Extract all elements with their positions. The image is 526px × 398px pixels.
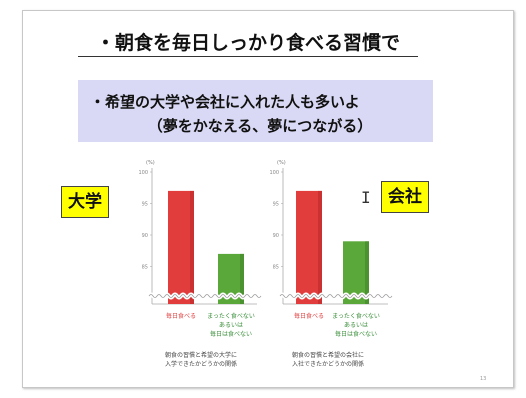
y-tick-label: 90 [142,233,148,239]
title-underline [78,56,418,57]
slide-title: ・朝食を毎日しっかり食べる習慣で [95,32,400,54]
company-tag: 会社 [381,181,429,213]
category-label: 毎日食べる [166,312,196,320]
unit-label: (%) [146,160,155,166]
bar-shade [318,190,322,304]
university-tag: 大学 [61,186,109,218]
category-label: まったく食べない [332,312,380,320]
chart-caption: 朝食の習慣と希望の大学に [165,351,237,359]
category-label: まったく食べない [207,312,255,320]
chart-caption: 入社できたかどうかの関係 [292,360,364,368]
banner-line-1: ・希望の大学や会社に入れた人も多いよ [90,93,360,111]
bar-shade [365,241,369,304]
chart-caption: 入学できたかどうかの関係 [165,360,237,368]
text-cursor-icon: I [361,188,371,207]
y-tick-label: 85 [273,265,279,271]
banner-line-2: （夢をかなえる、夢につながる） [147,117,373,135]
category-label: あるいは [219,322,243,329]
page-number: 13 [480,376,487,382]
y-tick-label: 100 [269,170,279,176]
bar [296,190,322,304]
chart-caption: 朝食の習慣と希望の会社に [292,351,364,359]
y-tick-label: 100 [138,170,148,176]
axis-break-wave [279,294,393,298]
y-tick-label: 90 [273,233,279,239]
unit-label: (%) [277,160,286,166]
y-tick-label: 95 [273,202,279,208]
y-tick-label: 85 [142,265,148,271]
bar [168,190,194,304]
bar-shade [190,190,194,304]
category-label: あるいは [344,322,368,329]
category-label: 毎日は食べない [335,330,377,338]
bar-shade [240,253,244,304]
y-tick-label: 95 [142,202,148,208]
category-label: 毎日食べる [294,312,324,320]
axis-break-wave [148,294,262,298]
highlight-banner [78,80,433,142]
category-label: 毎日は食べない [210,330,252,338]
